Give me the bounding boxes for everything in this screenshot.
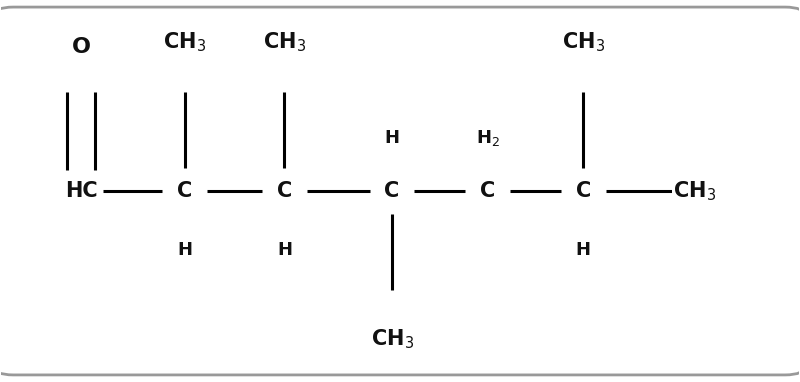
Text: C: C — [576, 181, 591, 201]
Text: CH$_3$: CH$_3$ — [674, 179, 717, 203]
Text: CH$_3$: CH$_3$ — [370, 327, 414, 351]
Text: H: H — [385, 129, 399, 147]
Text: H: H — [277, 241, 292, 259]
Text: CH$_3$: CH$_3$ — [163, 31, 206, 55]
Text: CH$_3$: CH$_3$ — [562, 31, 605, 55]
Text: H: H — [178, 241, 192, 259]
Text: C: C — [480, 181, 495, 201]
Text: HC: HC — [65, 181, 98, 201]
Text: C: C — [385, 181, 400, 201]
Text: C: C — [277, 181, 292, 201]
Text: CH$_3$: CH$_3$ — [263, 31, 306, 55]
Text: H$_2$: H$_2$ — [476, 128, 500, 148]
Text: O: O — [72, 37, 90, 57]
Text: H: H — [576, 241, 591, 259]
FancyBboxPatch shape — [0, 7, 800, 375]
Text: C: C — [177, 181, 192, 201]
